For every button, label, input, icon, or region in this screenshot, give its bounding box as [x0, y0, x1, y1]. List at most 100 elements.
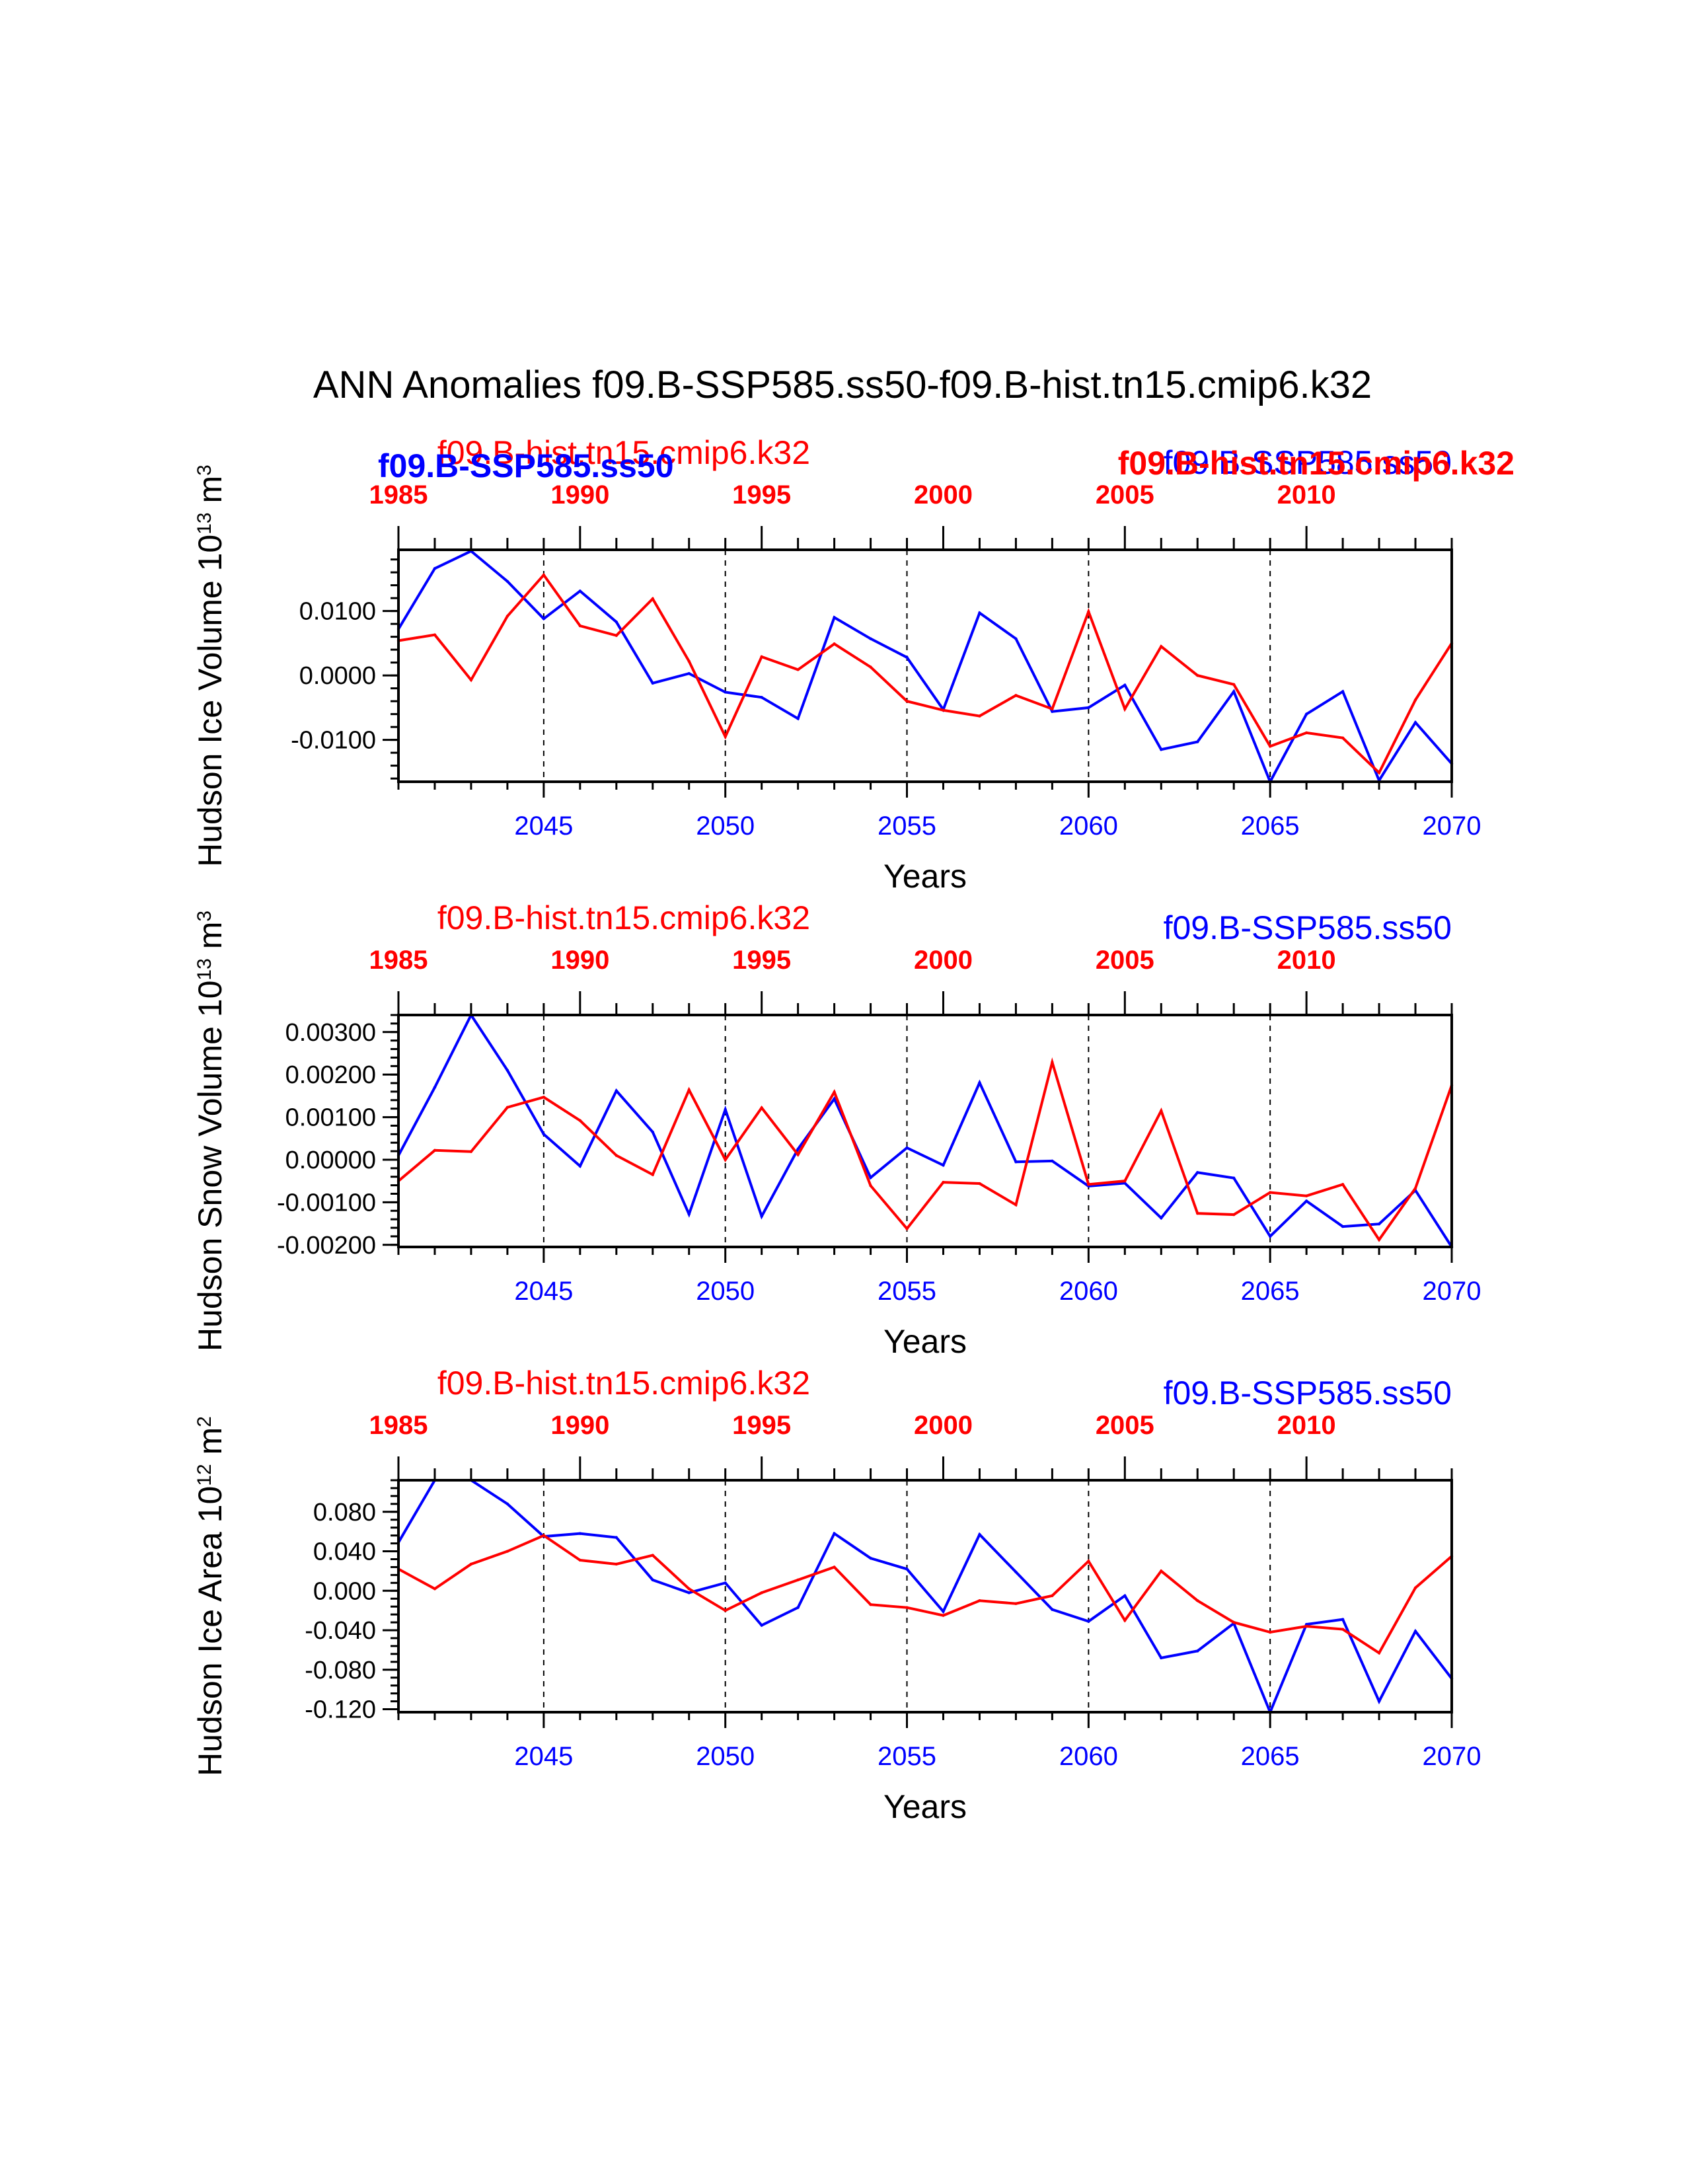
hist-point-2054: [869, 665, 872, 669]
top-tick-label: 2000: [914, 946, 973, 975]
ssp585-point-2046: [578, 1164, 582, 1168]
bottom-tick-label: 2055: [878, 811, 936, 841]
hist-point-2069: [1413, 1586, 1417, 1590]
ssp585-point-2065: [1268, 1234, 1272, 1238]
y-tick-label: 0.00100: [285, 1104, 376, 1132]
ssp585-run-label: f09.B-SSP585.ss50: [1164, 444, 1452, 481]
hist-point-2054: [869, 1602, 872, 1606]
hist-point-2065: [1268, 745, 1272, 748]
ssp585-point-2056: [942, 1610, 945, 1613]
hist-point-2064: [1232, 1620, 1236, 1624]
top-tick-label: 2005: [1096, 946, 1154, 975]
ssp585-point-2067: [1341, 1618, 1345, 1621]
ssp585-point-2056: [942, 1164, 945, 1167]
hist-point-2051: [760, 1106, 763, 1110]
hist-point-2047: [615, 634, 618, 637]
hist-point-2043: [469, 1150, 473, 1153]
ssp585-point-2042: [433, 567, 437, 570]
hist-point-2043: [469, 678, 473, 682]
hist-run-label: f09.B-hist.tn15.cmip6.k32: [437, 434, 810, 471]
ssp585-point-2060: [1087, 1620, 1090, 1623]
hist-point-2050: [724, 1608, 727, 1612]
ssp585-run-label: f09.B-SSP585.ss50: [1164, 1374, 1452, 1412]
top-tick-label: 1990: [550, 480, 609, 509]
bottom-tick-label: 2055: [878, 1742, 936, 1771]
y-tick-label: 0.00300: [285, 1019, 376, 1047]
hist-point-2058: [1014, 694, 1018, 697]
ssp585-point-2046: [578, 589, 582, 593]
figure-title: ANN Anomalies f09.B-SSP585.ss50-f09.B-hi…: [313, 363, 1372, 406]
ssp585-point-2064: [1232, 690, 1236, 693]
bottom-tick-label: 2045: [514, 811, 573, 841]
ssp585-point-2059: [1051, 1608, 1054, 1611]
hist-point-2054: [869, 1184, 872, 1187]
ssp585-series-line: [397, 549, 1453, 785]
y-axis-label-superscript: 13: [194, 958, 215, 980]
snow-volume-panel: 2045 2050 2055 2060 2065 2070 1985 1990 1995 2000…: [192, 899, 1481, 1360]
ssp585-point-2048: [651, 1130, 654, 1134]
hist-point-2048: [651, 1173, 654, 1176]
ssp585-point-2062: [1160, 1656, 1163, 1660]
ssp585-series-line: [397, 1012, 1453, 1248]
top-tick-label: 1995: [732, 1411, 791, 1440]
hist-point-2068: [1377, 1651, 1381, 1655]
ssp585-point-2062: [1160, 748, 1163, 751]
top-tick-label: 1990: [550, 946, 609, 975]
hist-point-2060: [1087, 610, 1090, 613]
hist-point-2042: [433, 1148, 437, 1152]
plot-frame: [397, 548, 1453, 783]
ssp585-point-2052: [796, 1606, 800, 1609]
hist-point-2067: [1341, 1628, 1345, 1631]
ssp585-point-2057: [978, 1532, 981, 1536]
hist-run-label: f09.B-hist.tn15.cmip6.k32: [437, 1365, 810, 1402]
y-axis-label-part: m: [192, 922, 229, 959]
top-tick-label: 1985: [369, 946, 428, 975]
ssp585-point-2061: [1123, 1594, 1127, 1597]
y-axis-label-superscript: 12: [194, 1464, 215, 1486]
top-tick-label: 1985: [369, 480, 428, 509]
ssp585-point-2044: [506, 1502, 509, 1506]
hist-point-2057: [978, 1599, 981, 1602]
y-axis-label-superscript: 3: [194, 465, 215, 476]
ssp585-point-2069: [1413, 721, 1417, 724]
ssp585-series-line: [397, 1479, 1453, 1716]
hist-point-2049: [687, 1088, 691, 1092]
hist-point-2066: [1304, 731, 1308, 735]
hist-point-2042: [433, 633, 437, 636]
ice-area-panel: 2045 2050 2055 2060 2065 2070 1985 1990 1995 2000…: [192, 1365, 1481, 1825]
y-tick-label: -0.0100: [291, 727, 376, 755]
ssp585-point-2054: [869, 1176, 872, 1180]
bottom-tick-label: 2050: [696, 1742, 755, 1771]
top-tick-label: 1990: [550, 1411, 609, 1440]
hist-point-2057: [978, 714, 981, 718]
bottom-tick-label: 2050: [696, 811, 755, 841]
ssp585-point-2053: [833, 616, 836, 619]
ssp585-point-2069: [1413, 1630, 1417, 1633]
hist-point-2063: [1196, 1211, 1199, 1215]
ssp585-point-2047: [615, 1089, 618, 1092]
top-tick-label: 2010: [1277, 480, 1336, 509]
bottom-tick-label: 2070: [1423, 1742, 1481, 1771]
ssp585-point-2044: [506, 580, 509, 583]
hist-point-2059: [1051, 1061, 1054, 1064]
y-tick-label: 0.00000: [285, 1147, 376, 1174]
hist-point-2042: [433, 1587, 437, 1591]
hist-point-2048: [651, 1554, 654, 1557]
hist-series-line: [397, 1057, 1453, 1242]
ssp585-point-2059: [1051, 1159, 1054, 1163]
ssp585-point-2066: [1304, 1199, 1308, 1203]
hist-point-2049: [687, 1587, 691, 1591]
ssp585-point-2067: [1341, 1224, 1345, 1228]
hist-point-2052: [796, 1153, 800, 1156]
ssp585-point-2045: [542, 617, 546, 621]
bottom-tick-label: 2055: [878, 1277, 936, 1306]
hist-point-2055: [905, 1227, 909, 1230]
top-tick-label: 2000: [914, 1411, 973, 1440]
hist-point-2050: [724, 1158, 727, 1162]
ssp585-point-2049: [687, 672, 691, 675]
ssp585-point-2055: [905, 656, 909, 659]
ssp585-point-2062: [1160, 1217, 1163, 1220]
y-tick-label: 0.040: [313, 1538, 376, 1566]
top-tick-label: 1995: [732, 480, 791, 509]
